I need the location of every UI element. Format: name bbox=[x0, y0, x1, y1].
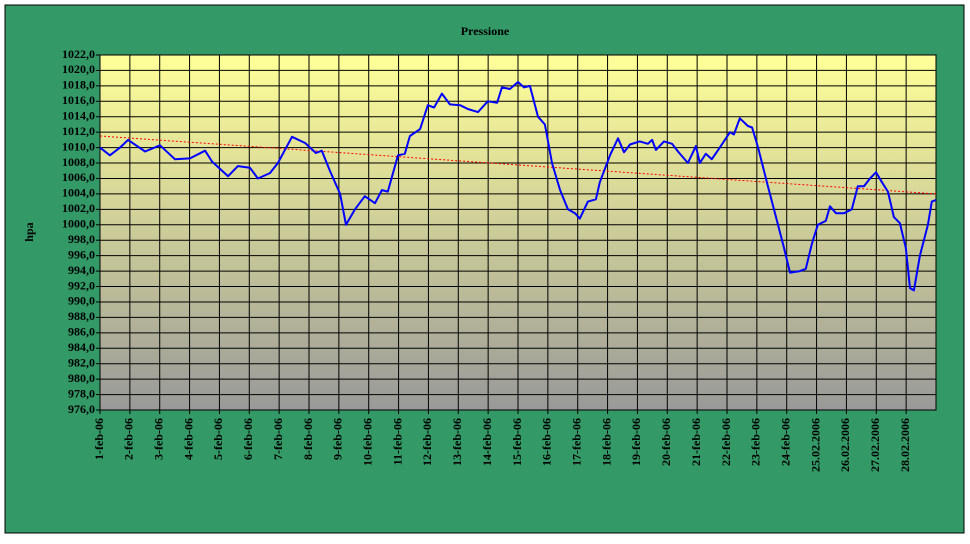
y-tick-label: 984,0 bbox=[68, 340, 95, 354]
x-tick-label: 17-feb-06 bbox=[569, 418, 583, 466]
data-line bbox=[99, 81, 937, 292]
x-tick-label: 20-feb-06 bbox=[659, 418, 673, 466]
x-tick-label: 10-feb-06 bbox=[360, 418, 374, 466]
x-tick-label: 13-feb-06 bbox=[450, 418, 464, 466]
y-tick-label: 1012,0 bbox=[62, 124, 95, 138]
x-tick-label: 11-feb-06 bbox=[390, 418, 404, 465]
x-tick-label: 5-feb-06 bbox=[211, 418, 225, 460]
x-tick-label: 18-feb-06 bbox=[599, 418, 613, 466]
y-tick-label: 978,0 bbox=[68, 386, 95, 400]
x-tick-label: 22-feb-06 bbox=[719, 418, 733, 466]
x-tick-label: 7-feb-06 bbox=[271, 418, 285, 460]
y-tick-label: 996,0 bbox=[68, 247, 95, 261]
x-tick-label: 15-feb-06 bbox=[510, 418, 524, 466]
x-tick-label: 9-feb-06 bbox=[331, 418, 345, 460]
x-tick-label: 4-feb-06 bbox=[181, 418, 195, 460]
y-tick-label: 994,0 bbox=[68, 263, 95, 277]
y-tick-label: 976,0 bbox=[68, 402, 95, 416]
y-tick-label: 992,0 bbox=[68, 278, 95, 292]
y-tick-label: 1022,0 bbox=[62, 47, 95, 61]
y-tick-label: 1006,0 bbox=[62, 170, 95, 184]
x-tick-label: 19-feb-06 bbox=[629, 418, 643, 466]
y-tick-label: 980,0 bbox=[68, 371, 95, 385]
x-tick-label: 16-feb-06 bbox=[540, 418, 554, 466]
y-tick-label: 1000,0 bbox=[62, 217, 95, 231]
y-tick-label: 1004,0 bbox=[62, 186, 95, 200]
x-tick-label: 8-feb-06 bbox=[301, 418, 315, 460]
x-tick-label: 6-feb-06 bbox=[241, 418, 255, 460]
x-tick-label: 28.02.2006 bbox=[898, 418, 912, 472]
y-tick-label: 990,0 bbox=[68, 294, 95, 308]
x-tick-label: 23-feb-06 bbox=[749, 418, 763, 466]
y-axis-label: hpa bbox=[22, 222, 36, 241]
y-tick-label: 982,0 bbox=[68, 355, 95, 369]
y-tick-label: 1018,0 bbox=[62, 78, 95, 92]
y-tick-label: 1020,0 bbox=[62, 62, 95, 76]
x-tick-label: 24-feb-06 bbox=[778, 418, 792, 466]
x-tick-label: 3-feb-06 bbox=[151, 418, 165, 460]
y-tick-label: 1002,0 bbox=[62, 201, 95, 215]
y-tick-label: 1016,0 bbox=[62, 93, 95, 107]
plot-border bbox=[99, 54, 937, 411]
y-tick-label: 1010,0 bbox=[62, 139, 95, 153]
x-tick-label: 2-feb-06 bbox=[122, 418, 136, 460]
y-tick-label: 998,0 bbox=[68, 232, 95, 246]
x-tick-label: 1-feb-06 bbox=[92, 418, 106, 460]
x-tick-label: 27.02.2006 bbox=[868, 418, 882, 472]
x-tick-label: 25.02.2006 bbox=[808, 418, 822, 472]
y-tick-label: 986,0 bbox=[68, 325, 95, 339]
y-tick-label: 988,0 bbox=[68, 309, 95, 323]
x-tick-label: 26.02.2006 bbox=[838, 418, 852, 472]
y-tick-label: 1008,0 bbox=[62, 155, 95, 169]
y-tick-label: 1014,0 bbox=[62, 108, 95, 122]
x-tick-label: 12-feb-06 bbox=[420, 418, 434, 466]
x-tick-label: 21-feb-06 bbox=[689, 418, 703, 466]
chart-title: Pressione bbox=[461, 24, 510, 38]
x-tick-label: 14-feb-06 bbox=[480, 418, 494, 466]
